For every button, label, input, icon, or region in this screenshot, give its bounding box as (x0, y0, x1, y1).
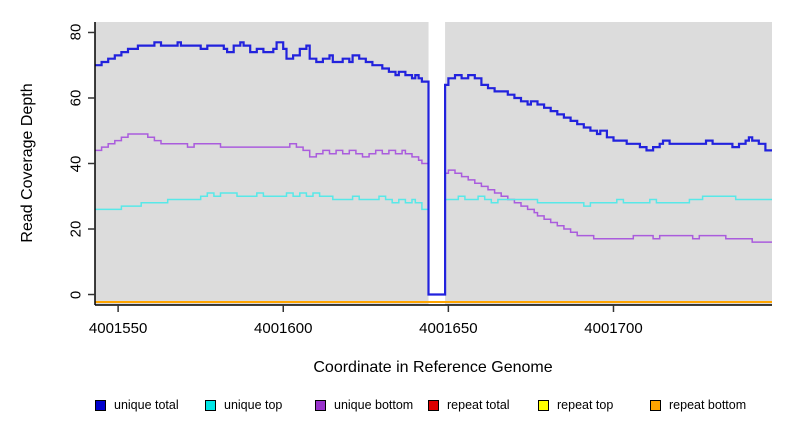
x-tick-label: 4001650 (419, 320, 478, 337)
y-tick-label: 0 (67, 290, 85, 299)
legend-label: repeat top (557, 398, 614, 412)
x-tick-label: 4001700 (584, 320, 643, 337)
x-tick-label: 4001600 (254, 320, 313, 337)
legend-label: unique total (114, 398, 179, 412)
y-tick-label: 80 (67, 24, 85, 41)
legend-swatch-icon (315, 399, 326, 411)
legend-swatch-icon (95, 399, 106, 411)
y-tick-label: 60 (67, 89, 85, 107)
x-axis-title: Coordinate in Reference Genome (313, 359, 553, 376)
x-tick-label: 4001550 (88, 320, 148, 337)
legend-swatch-icon (538, 399, 549, 411)
legend-item-unique-total: unique total (95, 398, 179, 412)
legend-swatch-icon (650, 399, 661, 411)
legend-label: repeat total (447, 398, 510, 412)
legend-label: repeat bottom (669, 398, 747, 412)
legend-label: unique bottom (334, 398, 414, 412)
y-tick-label: 40 (67, 155, 85, 172)
legend-swatch-icon (205, 399, 216, 411)
series-line-unique-top (95, 192, 772, 296)
legend-swatch-icon (428, 399, 439, 411)
legend-label: unique top (224, 398, 283, 412)
legend-item-unique-bottom: unique bottom (315, 398, 413, 412)
y-axis-title: Read Coverage Depth (19, 83, 36, 243)
coverage-gap-band (428, 22, 446, 305)
legend-item-repeat-total: repeat total (428, 398, 510, 412)
series-line-unique-bottom (95, 133, 772, 296)
legend-item-unique-top: unique top (205, 398, 282, 412)
legend-item-repeat-bottom: repeat bottom (650, 398, 746, 412)
series-line-unique-total (95, 41, 772, 296)
y-tick-label: 20 (67, 220, 85, 238)
legend-item-repeat-top: repeat top (538, 398, 613, 412)
